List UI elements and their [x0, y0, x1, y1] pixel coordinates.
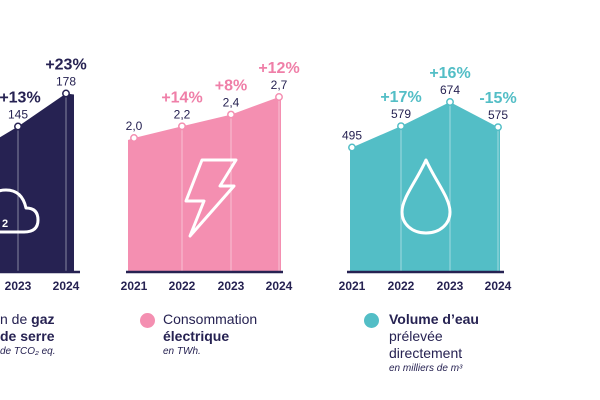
- area-electricity: [128, 97, 281, 272]
- value-label-water: 575: [488, 108, 508, 122]
- cloud-icon-subscript: 2: [2, 218, 8, 230]
- year-label-electricity: 2022: [169, 279, 196, 293]
- point-water: [446, 98, 454, 106]
- year-label-ghg: 2023: [5, 279, 32, 293]
- point-electricity: [130, 134, 138, 142]
- growth-label-ghg: +23%: [45, 57, 86, 74]
- growth-label-electricity: +12%: [258, 60, 299, 77]
- year-label-electricity: 2023: [218, 279, 245, 293]
- legend-water-dot: [364, 313, 379, 328]
- water-drop-icon: [400, 158, 452, 235]
- legend-water-line3: directement: [389, 345, 463, 361]
- value-label-water: 495: [342, 129, 362, 143]
- lightning-icon: [184, 158, 238, 238]
- value-label-electricity: 2,2: [174, 107, 191, 121]
- year-label-electricity: 2024: [266, 279, 293, 293]
- legend-electricity-line1: Consommation: [163, 311, 258, 327]
- year-label-water: 2024: [485, 279, 512, 293]
- legend-ghg: n de gaz de serre de TCO₂ eq.: [0, 311, 56, 359]
- year-label-water: 2022: [388, 279, 415, 293]
- point-electricity: [275, 93, 283, 101]
- year-label-ghg: 2024: [53, 279, 80, 293]
- point-ghg: [62, 89, 70, 98]
- point-electricity: [178, 122, 186, 131]
- point-water: [494, 123, 502, 132]
- legend-water: Volume d’eau prélevée directement en mil…: [389, 311, 479, 376]
- value-label-electricity: 2,7: [271, 78, 288, 92]
- legend-ghg-unit: de TCO₂ eq.: [0, 346, 56, 357]
- year-label-electricity: 2021: [121, 279, 148, 293]
- legend-water-unit: en milliers de m³: [389, 363, 463, 374]
- cloud-icon: [0, 188, 40, 234]
- value-label-ghg: 145: [8, 108, 28, 122]
- growth-label-ghg: +13%: [0, 90, 41, 107]
- value-label-electricity: 2,0: [126, 119, 143, 133]
- point-water: [397, 122, 405, 131]
- value-label-water: 674: [440, 83, 460, 97]
- area-ghg: [0, 93, 74, 272]
- year-label-water: 2023: [437, 279, 464, 293]
- legend-electricity-line2: électrique: [163, 328, 230, 344]
- value-label-water: 579: [391, 107, 411, 121]
- area-water: [350, 102, 500, 272]
- point-electricity: [227, 110, 235, 119]
- legend-electricity-unit: en TWh.: [163, 346, 201, 357]
- growth-label-water: +17%: [380, 89, 421, 106]
- value-label-electricity: 2,4: [223, 96, 240, 110]
- legend-ghg-line2: de serre: [0, 328, 55, 344]
- legend-electricity: Consommation électrique en TWh.: [163, 311, 257, 359]
- year-label-water: 2021: [339, 279, 366, 293]
- value-label-ghg: 178: [56, 75, 76, 89]
- legend-water-line2: prélevée: [389, 328, 443, 344]
- growth-label-electricity: +8%: [215, 78, 247, 95]
- growth-label-electricity: +14%: [161, 89, 202, 106]
- growth-label-water: -15%: [479, 90, 516, 107]
- legend-water-line1: Volume d’eau: [389, 311, 479, 327]
- legend-ghg-line1: n de gaz: [0, 311, 55, 327]
- growth-label-water: +16%: [429, 65, 470, 82]
- point-water: [348, 143, 356, 152]
- point-ghg: [14, 122, 22, 131]
- legend-electricity-dot: [140, 313, 155, 328]
